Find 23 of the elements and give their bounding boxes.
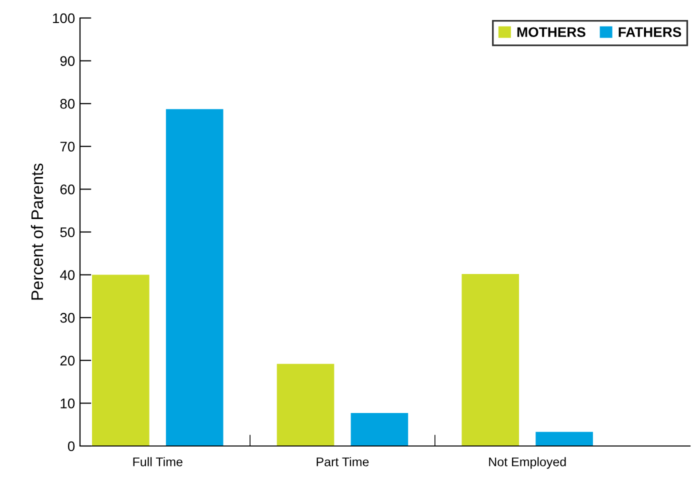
y-tick-label: 100	[53, 13, 75, 24]
y-tick-label: 90	[60, 56, 75, 66]
y-tick-label: 0	[68, 441, 75, 452]
y-axis-title: Percent of Parents	[30, 164, 44, 300]
y-tick-label: 10	[60, 398, 75, 408]
y-tick-label: 30	[60, 312, 75, 323]
y-tick-label: 80	[60, 98, 75, 109]
x-tick-label: Part Time	[316, 457, 369, 466]
bar	[276, 364, 334, 446]
legend-label: FATHERS	[618, 27, 682, 38]
bar	[350, 413, 408, 446]
x-tick-label: Not Employed	[489, 457, 566, 469]
bar	[166, 109, 224, 446]
y-tick-label: 40	[60, 270, 75, 280]
y-tick-label: 60	[60, 184, 75, 194]
y-tick-label: 20	[60, 356, 75, 366]
bar	[92, 274, 150, 446]
bar	[462, 274, 520, 446]
x-tick-label: Full Time	[133, 457, 182, 466]
y-tick-label: 70	[60, 142, 75, 152]
legend-label: MOTHERS	[517, 27, 586, 38]
y-tick-label: 50	[60, 227, 75, 238]
bar	[536, 432, 593, 446]
